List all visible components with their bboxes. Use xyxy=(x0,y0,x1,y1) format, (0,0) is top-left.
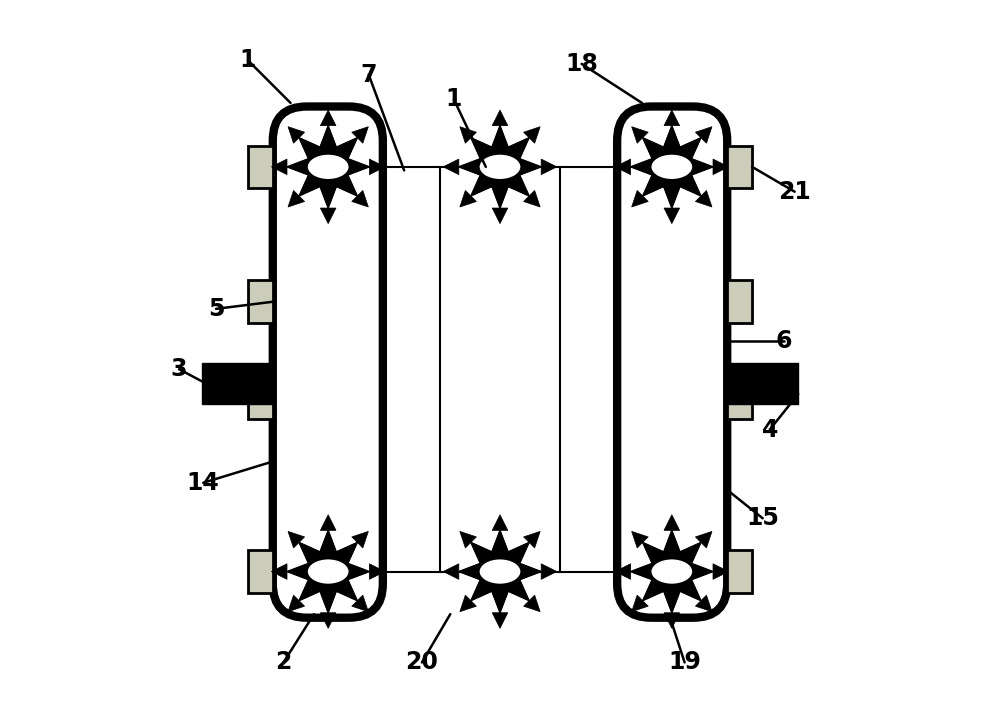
Polygon shape xyxy=(713,159,729,175)
Polygon shape xyxy=(492,110,508,126)
Polygon shape xyxy=(713,564,729,579)
Polygon shape xyxy=(695,595,712,612)
Ellipse shape xyxy=(307,558,350,585)
Polygon shape xyxy=(632,531,648,548)
Text: 20: 20 xyxy=(405,650,438,674)
Text: 1: 1 xyxy=(446,87,462,111)
Polygon shape xyxy=(632,190,648,207)
Polygon shape xyxy=(524,190,540,207)
Polygon shape xyxy=(288,190,305,207)
Bar xyxy=(727,550,752,593)
Bar xyxy=(248,280,273,323)
Text: 7: 7 xyxy=(360,62,377,87)
Polygon shape xyxy=(695,126,712,143)
Bar xyxy=(248,550,273,593)
Bar xyxy=(202,363,273,404)
Polygon shape xyxy=(288,126,305,143)
Polygon shape xyxy=(287,126,369,208)
Polygon shape xyxy=(460,531,476,548)
Ellipse shape xyxy=(478,153,522,180)
Polygon shape xyxy=(492,515,508,530)
Polygon shape xyxy=(615,159,631,175)
Polygon shape xyxy=(460,595,476,612)
Bar xyxy=(727,363,798,404)
Polygon shape xyxy=(287,530,369,613)
Text: 18: 18 xyxy=(565,52,598,76)
Bar xyxy=(727,376,752,419)
Polygon shape xyxy=(443,564,459,579)
Polygon shape xyxy=(352,190,368,207)
Polygon shape xyxy=(664,208,680,224)
Polygon shape xyxy=(271,159,287,175)
Polygon shape xyxy=(352,126,368,143)
Polygon shape xyxy=(352,595,368,612)
Polygon shape xyxy=(352,531,368,548)
Polygon shape xyxy=(524,531,540,548)
Text: 14: 14 xyxy=(187,471,220,495)
Polygon shape xyxy=(524,595,540,612)
Text: 5: 5 xyxy=(208,297,224,321)
Text: 15: 15 xyxy=(746,506,779,530)
Polygon shape xyxy=(695,531,712,548)
Polygon shape xyxy=(460,126,476,143)
Polygon shape xyxy=(541,159,557,175)
Bar xyxy=(383,167,617,572)
Text: 6: 6 xyxy=(776,329,792,353)
Polygon shape xyxy=(632,595,648,612)
FancyBboxPatch shape xyxy=(617,106,727,618)
Polygon shape xyxy=(320,613,336,628)
Polygon shape xyxy=(664,110,680,126)
Polygon shape xyxy=(631,530,713,613)
Bar xyxy=(248,146,273,188)
Polygon shape xyxy=(459,126,541,208)
Polygon shape xyxy=(288,595,305,612)
Text: 1: 1 xyxy=(240,48,256,72)
Text: 19: 19 xyxy=(668,650,701,674)
Polygon shape xyxy=(492,613,508,628)
Polygon shape xyxy=(631,126,713,208)
Polygon shape xyxy=(271,564,287,579)
Text: 3: 3 xyxy=(171,357,187,381)
Polygon shape xyxy=(459,530,541,613)
Bar xyxy=(727,146,752,188)
Text: 4: 4 xyxy=(762,417,778,442)
Polygon shape xyxy=(632,126,648,143)
Polygon shape xyxy=(369,159,385,175)
Ellipse shape xyxy=(307,153,350,180)
Polygon shape xyxy=(320,110,336,126)
Polygon shape xyxy=(695,190,712,207)
Polygon shape xyxy=(320,208,336,224)
Text: 2: 2 xyxy=(275,650,292,674)
Bar xyxy=(727,280,752,323)
Ellipse shape xyxy=(478,558,522,585)
Polygon shape xyxy=(492,208,508,224)
Polygon shape xyxy=(615,564,631,579)
Polygon shape xyxy=(524,126,540,143)
Ellipse shape xyxy=(650,153,693,180)
Polygon shape xyxy=(320,515,336,530)
Polygon shape xyxy=(541,564,557,579)
Polygon shape xyxy=(664,515,680,530)
Text: 21: 21 xyxy=(778,180,811,204)
Ellipse shape xyxy=(650,558,693,585)
Polygon shape xyxy=(443,159,459,175)
FancyBboxPatch shape xyxy=(273,106,383,618)
Polygon shape xyxy=(460,190,476,207)
Polygon shape xyxy=(288,531,305,548)
Polygon shape xyxy=(369,564,385,579)
Polygon shape xyxy=(664,613,680,628)
Bar xyxy=(248,376,273,419)
